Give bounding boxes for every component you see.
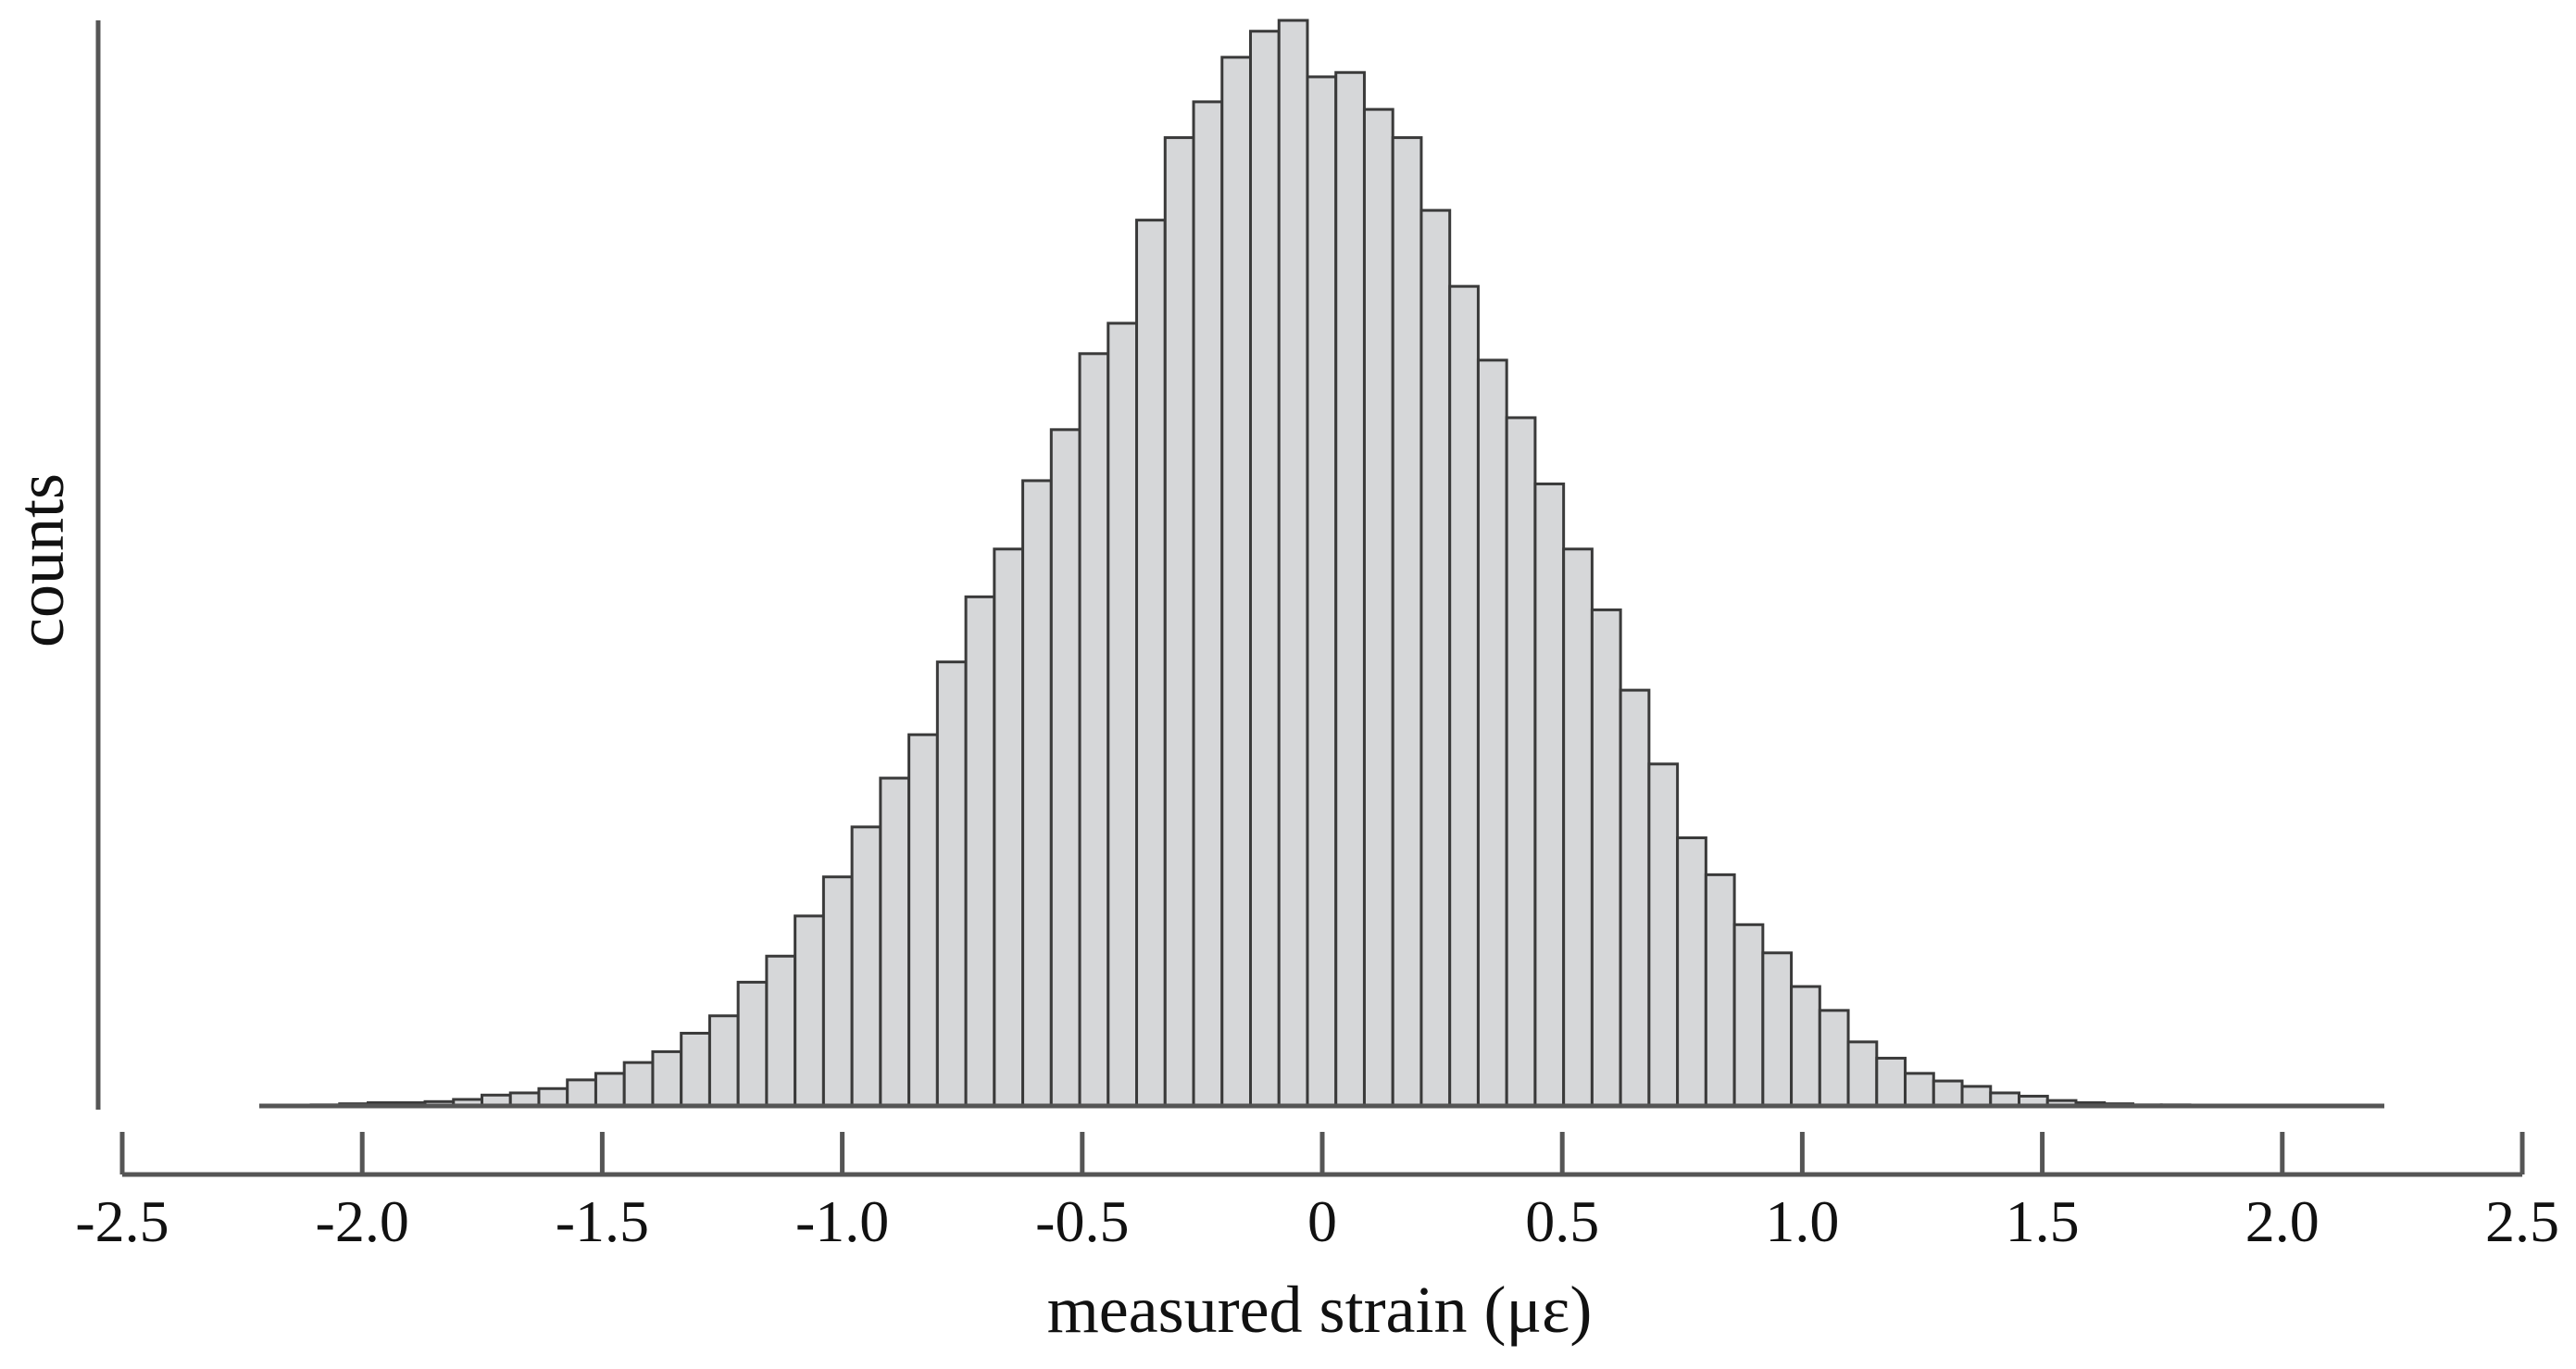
histogram-bars — [309, 19, 2192, 1108]
x-tick-label: 1.5 — [2006, 1188, 2080, 1254]
histogram-bar — [1932, 1079, 1964, 1108]
histogram-bar — [1533, 482, 1566, 1108]
histogram-bar — [1704, 873, 1736, 1108]
histogram-bar — [1818, 1009, 1850, 1108]
histogram-bar — [651, 1049, 683, 1108]
histogram-bar — [1647, 762, 1680, 1108]
histogram-bar — [622, 1061, 655, 1108]
histogram-bar — [821, 875, 854, 1108]
histogram-bar — [1021, 479, 1053, 1108]
x-axis-ticks: -2.5 -2.0 -1.5 -1.0 -0.5 0 0.5 1.0 1.5 2.0 2.5 — [75, 1132, 2559, 1254]
histogram-bar — [1107, 321, 1139, 1108]
histogram-bar — [1220, 56, 1253, 1108]
histogram-bar — [1676, 836, 1707, 1108]
histogram-bar — [1448, 284, 1480, 1108]
histogram-bar — [1505, 416, 1537, 1108]
histogram-bar — [736, 980, 769, 1108]
x-axis-label: measured strain (με) — [1047, 1273, 1593, 1347]
x-tick-label: 0 — [1307, 1188, 1337, 1254]
histogram-bar — [935, 660, 968, 1108]
x-tick-label: -2.0 — [316, 1188, 409, 1254]
histogram-bar — [1334, 70, 1366, 1108]
histogram-bar — [1391, 136, 1423, 1108]
histogram-bar — [1306, 75, 1338, 1108]
x-tick-label: 0.5 — [1525, 1188, 1599, 1254]
histogram-bar — [993, 547, 1025, 1108]
histogram-bar — [1163, 136, 1195, 1108]
histogram-bar — [1590, 608, 1622, 1108]
histogram-bar — [1476, 358, 1508, 1108]
histogram-bar — [1562, 547, 1594, 1108]
histogram-bar — [680, 1031, 711, 1108]
x-tick-label: -1.5 — [556, 1188, 649, 1254]
histogram-bar — [566, 1078, 597, 1108]
histogram-bar — [794, 914, 825, 1108]
histogram-bar — [1732, 923, 1765, 1108]
histogram-bar — [1277, 19, 1309, 1108]
histogram-bar — [765, 954, 797, 1108]
histogram-bar — [1049, 428, 1082, 1108]
histogram-bar — [850, 825, 882, 1108]
x-tick-label: 1.0 — [1765, 1188, 1839, 1254]
x-tick-label: 2.5 — [2485, 1188, 2559, 1254]
histogram-bar — [1790, 985, 1821, 1108]
histogram-bar — [964, 595, 996, 1108]
histogram-bar — [594, 1072, 626, 1108]
histogram-bar — [907, 733, 939, 1108]
histogram-bar — [1362, 107, 1394, 1108]
histogram-bar — [1904, 1072, 1935, 1108]
x-tick-label: 2.0 — [2245, 1188, 2320, 1254]
histogram-bar — [1078, 352, 1110, 1108]
histogram-bar — [879, 776, 911, 1108]
histogram-bar — [537, 1086, 569, 1108]
histogram-bar — [1761, 951, 1794, 1108]
histogram-bar — [1619, 688, 1651, 1108]
histogram-bar — [1419, 208, 1452, 1108]
x-tick-label: -0.5 — [1035, 1188, 1129, 1254]
histogram-bar — [707, 1014, 740, 1108]
x-tick-label: -2.5 — [75, 1188, 169, 1254]
histogram-bar — [1135, 219, 1167, 1108]
y-axis-label: counts — [4, 473, 78, 647]
histogram-bar — [1249, 30, 1281, 1108]
histogram-bar — [1875, 1056, 1907, 1108]
histogram-bar — [1960, 1085, 1993, 1108]
histogram-bar — [1846, 1040, 1879, 1108]
x-tick-label: -1.0 — [795, 1188, 889, 1254]
histogram-bar — [1192, 100, 1224, 1108]
